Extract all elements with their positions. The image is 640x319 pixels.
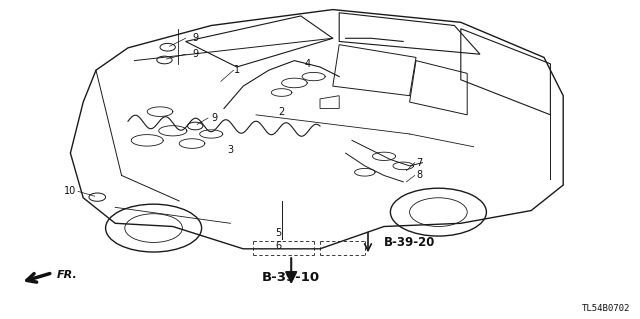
Text: 4: 4: [304, 59, 310, 69]
Text: 6: 6: [275, 241, 282, 251]
Text: 10: 10: [64, 186, 77, 197]
Text: 9: 9: [192, 49, 198, 59]
Text: B-39-20: B-39-20: [384, 236, 435, 249]
Text: 8: 8: [416, 170, 422, 181]
Text: TL54B0702: TL54B0702: [582, 304, 630, 313]
Text: 7: 7: [416, 158, 422, 168]
Text: 2: 2: [278, 107, 285, 117]
Text: 5: 5: [275, 228, 282, 238]
Text: 1: 1: [234, 65, 240, 75]
Text: FR.: FR.: [56, 270, 77, 280]
Text: B-39-10: B-39-10: [262, 271, 320, 284]
Text: 9: 9: [211, 113, 218, 123]
Text: 3: 3: [227, 145, 234, 155]
Text: 9: 9: [192, 33, 198, 43]
